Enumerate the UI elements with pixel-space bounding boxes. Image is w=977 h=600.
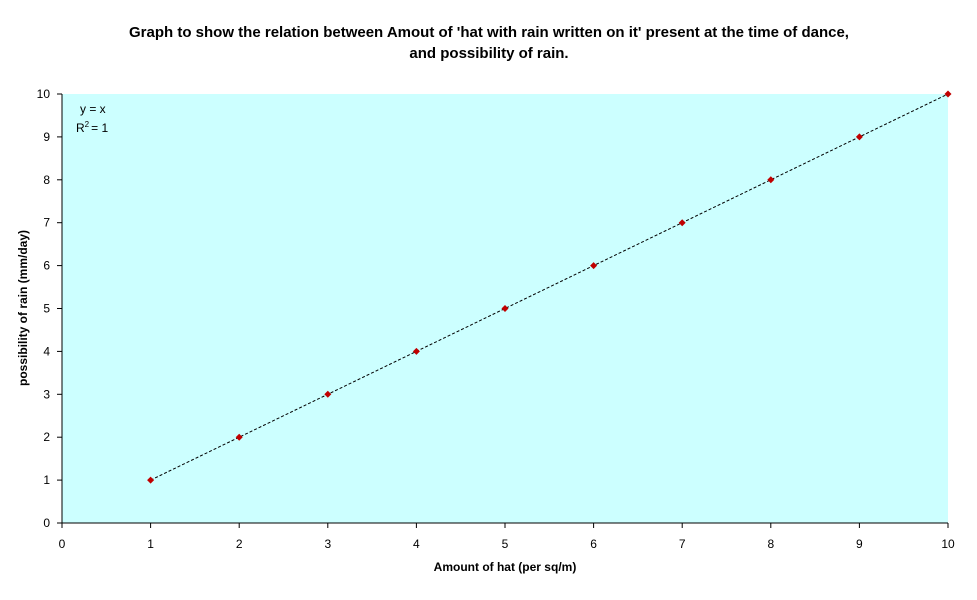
y-tick-label: 2: [43, 430, 50, 444]
data-point: [501, 305, 509, 312]
trendline: [150, 93, 949, 481]
data-point: [767, 176, 775, 184]
r-squared-value: = 1: [91, 121, 108, 135]
x-tick-label: 5: [502, 537, 509, 551]
x-tick-label: 4: [413, 537, 420, 551]
x-tick-label: 0: [59, 537, 66, 551]
trendline-equation: y = x R2 = 1: [76, 102, 108, 135]
x-tick-label: 1: [147, 537, 154, 551]
chart-title-line-2: and possibility of rain.: [409, 45, 568, 62]
y-tick-label: 4: [43, 344, 50, 358]
data-point: [590, 262, 598, 270]
r-squared-text: R2 = 1: [76, 120, 108, 135]
data-point: [678, 219, 686, 227]
data-point: [324, 390, 332, 398]
x-tick-label: 6: [590, 537, 597, 551]
r-squared-exponent: 2: [85, 120, 90, 129]
trendline-equation-text: y = x: [80, 102, 106, 116]
y-tick-label: 0: [43, 516, 50, 530]
y-tick-label: 1: [43, 473, 50, 487]
r-squared-label: R: [76, 121, 85, 135]
x-tick-label: 2: [236, 537, 243, 551]
x-tick-label: 3: [324, 537, 331, 551]
data-point: [412, 347, 420, 355]
x-tick-label: 9: [856, 537, 863, 551]
x-axis-label: Amount of hat (per sq/m): [434, 560, 577, 574]
x-tick-label: 10: [941, 537, 955, 551]
y-tick-label: 6: [43, 259, 50, 273]
y-tick-label: 9: [43, 130, 50, 144]
y-axis-label: possibility of rain (mm/day): [16, 230, 30, 386]
y-tick-label: 7: [43, 216, 50, 230]
data-points: [147, 90, 952, 484]
trendline-path: [150, 93, 949, 481]
y-tick-label: 10: [37, 87, 51, 101]
y-axis-ticks: 0 1 2 3 4 5 6 7 8 9 10: [37, 87, 62, 530]
x-tick-label: 7: [679, 537, 686, 551]
data-point: [147, 476, 155, 484]
y-tick-label: 3: [43, 387, 50, 401]
y-tick-label: 5: [43, 302, 50, 316]
x-tick-label: 8: [767, 537, 774, 551]
chart-title-line-1: Graph to show the relation between Amout…: [129, 24, 849, 41]
data-point: [944, 90, 952, 98]
x-axis-ticks: 0 1 2 3 4 5 6 7 8 9 10: [59, 523, 955, 551]
data-point: [855, 133, 863, 141]
y-tick-label: 8: [43, 173, 50, 187]
data-point: [235, 433, 243, 441]
